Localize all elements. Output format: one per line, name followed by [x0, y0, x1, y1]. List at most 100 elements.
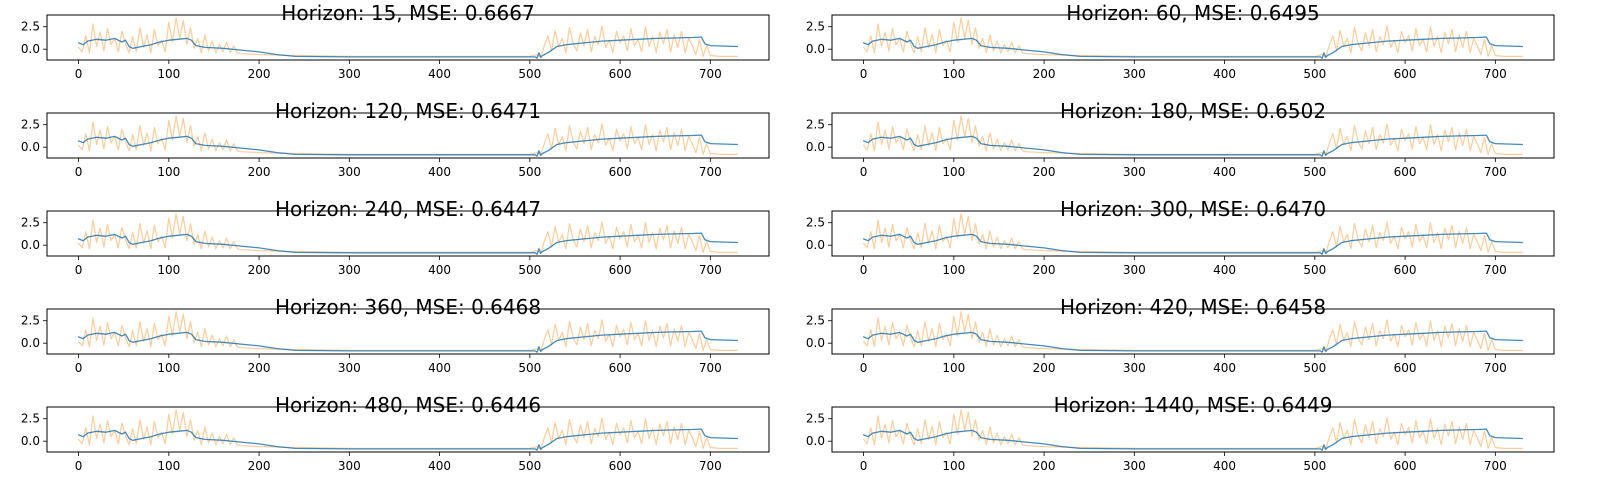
- subplot-title: Horizon: 180, MSE: 0.6502: [1060, 99, 1326, 123]
- y-tick-label: 2.5: [21, 118, 40, 132]
- actual-series-line: [862, 311, 1524, 352]
- predicted-series-line: [77, 428, 739, 451]
- x-tick-label: 200: [1033, 263, 1056, 277]
- x-tick-label: 500: [518, 165, 541, 179]
- x-tick-label: 200: [248, 361, 271, 375]
- plot-frame: [831, 14, 1555, 61]
- x-tick-label: 500: [1303, 67, 1326, 81]
- x-tick-label: 200: [1033, 165, 1056, 179]
- subplot-title: Horizon: 120, MSE: 0.6471: [275, 99, 541, 123]
- y-tick-label: 2.5: [806, 314, 825, 328]
- y-tick-label: 2.5: [806, 216, 825, 230]
- actual-series-line: [862, 213, 1524, 254]
- x-tick-label: 700: [1484, 459, 1507, 473]
- predicted-series-line: [77, 134, 739, 157]
- x-tick-label: 0: [75, 263, 83, 277]
- actual-series-line: [862, 17, 1524, 58]
- x-tick-label: 600: [609, 459, 632, 473]
- x-tick-label: 700: [699, 263, 722, 277]
- x-tick-label: 400: [1213, 361, 1236, 375]
- plot-frame: [46, 14, 770, 61]
- x-tick-label: 400: [1213, 263, 1236, 277]
- predicted-series-line: [77, 232, 739, 255]
- x-tick-label: 300: [1123, 165, 1146, 179]
- predicted-series-line: [77, 36, 739, 59]
- plot-frame: [831, 406, 1555, 453]
- x-tick-label: 200: [248, 165, 271, 179]
- x-tick-label: 100: [157, 361, 180, 375]
- y-tick-label: 0.0: [806, 238, 825, 252]
- x-tick-label: 700: [699, 361, 722, 375]
- subplot-title: Horizon: 300, MSE: 0.6470: [1060, 197, 1326, 221]
- x-tick-label: 400: [1213, 165, 1236, 179]
- x-tick-label: 100: [942, 263, 965, 277]
- x-tick-label: 500: [518, 361, 541, 375]
- actual-series-line: [77, 409, 739, 450]
- x-tick-label: 700: [699, 165, 722, 179]
- subplot-0: 0 100 200 300 400 500 600 700 0.0 2.5 Horizon: 15,…: [21, 1, 770, 81]
- y-tick-label: 0.0: [21, 434, 40, 448]
- subplot-title: Horizon: 360, MSE: 0.6468: [275, 295, 541, 319]
- actual-series-line: [77, 311, 739, 352]
- y-tick-label: 0.0: [21, 336, 40, 350]
- x-tick-label: 600: [609, 361, 632, 375]
- x-tick-label: 0: [860, 165, 868, 179]
- y-tick-label: 2.5: [806, 412, 825, 426]
- x-tick-label: 200: [1033, 67, 1056, 81]
- x-tick-label: 600: [609, 165, 632, 179]
- x-tick-label: 0: [75, 67, 83, 81]
- x-tick-label: 300: [1123, 67, 1146, 81]
- subplot-8: 0 100 200 300 400 500 600 700 0.0 2.5 Horizon: 480…: [21, 393, 770, 473]
- x-tick-label: 100: [942, 459, 965, 473]
- x-tick-label: 500: [518, 263, 541, 277]
- x-tick-label: 500: [518, 67, 541, 81]
- subplot-3: 0 100 200 300 400 500 600 700 0.0 2.5 Horizon: 180…: [806, 99, 1555, 179]
- predicted-series-line: [77, 330, 739, 353]
- subplot-title: Horizon: 480, MSE: 0.6446: [275, 393, 541, 417]
- subplot-title: Horizon: 240, MSE: 0.6447: [275, 197, 541, 221]
- y-tick-label: 0.0: [21, 42, 40, 56]
- subplot-1: 0 100 200 300 400 500 600 700 0.0 2.5 Horizon: 60,…: [806, 1, 1555, 81]
- subplot-4: 0 100 200 300 400 500 600 700 0.0 2.5 Horizon: 240…: [21, 197, 770, 277]
- x-tick-label: 500: [1303, 165, 1326, 179]
- x-tick-label: 100: [157, 67, 180, 81]
- x-tick-label: 0: [75, 361, 83, 375]
- x-tick-label: 500: [518, 459, 541, 473]
- plot-frame: [831, 112, 1555, 159]
- x-tick-label: 700: [699, 459, 722, 473]
- x-tick-label: 700: [1484, 67, 1507, 81]
- x-tick-label: 200: [1033, 361, 1056, 375]
- subplot-9: 0 100 200 300 400 500 600 700 0.0 2.5 Horizon: 144…: [806, 393, 1555, 473]
- x-tick-label: 100: [157, 263, 180, 277]
- y-tick-label: 2.5: [21, 20, 40, 34]
- y-tick-label: 2.5: [806, 20, 825, 34]
- y-tick-label: 0.0: [806, 42, 825, 56]
- x-tick-label: 100: [157, 459, 180, 473]
- plot-frame: [831, 210, 1555, 257]
- actual-series-line: [77, 17, 739, 58]
- x-tick-label: 0: [860, 361, 868, 375]
- x-tick-label: 400: [1213, 459, 1236, 473]
- plot-frame: [46, 406, 770, 453]
- x-tick-label: 0: [860, 263, 868, 277]
- x-tick-label: 300: [338, 459, 361, 473]
- predicted-series-line: [862, 232, 1524, 255]
- y-tick-label: 0.0: [21, 140, 40, 154]
- y-tick-label: 0.0: [806, 434, 825, 448]
- x-tick-label: 0: [75, 165, 83, 179]
- x-tick-label: 700: [1484, 361, 1507, 375]
- x-tick-label: 600: [1394, 165, 1417, 179]
- subplot-title: Horizon: 420, MSE: 0.6458: [1060, 295, 1326, 319]
- x-tick-label: 600: [1394, 361, 1417, 375]
- x-tick-label: 300: [338, 263, 361, 277]
- x-tick-label: 700: [1484, 165, 1507, 179]
- x-tick-label: 700: [1484, 263, 1507, 277]
- x-tick-label: 100: [157, 165, 180, 179]
- x-tick-label: 100: [942, 361, 965, 375]
- y-tick-label: 0.0: [806, 140, 825, 154]
- y-tick-label: 0.0: [806, 336, 825, 350]
- x-tick-label: 500: [1303, 263, 1326, 277]
- y-tick-label: 2.5: [806, 118, 825, 132]
- x-tick-label: 300: [1123, 361, 1146, 375]
